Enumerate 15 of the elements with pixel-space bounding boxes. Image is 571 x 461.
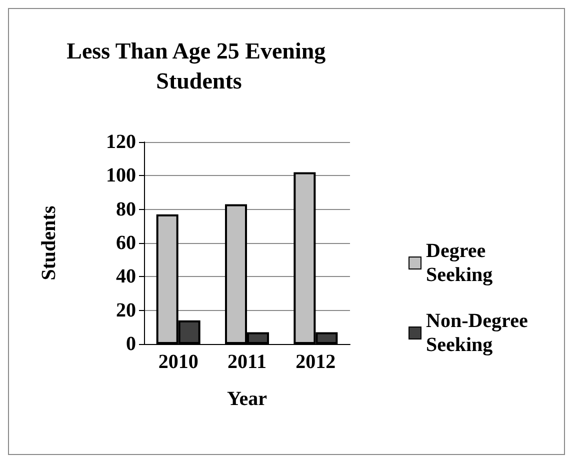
- y-tick-label: 120: [106, 131, 136, 153]
- x-tick-label: 2012: [296, 351, 336, 373]
- x-tick-label: 2010: [158, 351, 198, 373]
- y-tick-label: 0: [126, 333, 136, 355]
- y-tick-label: 40: [116, 266, 136, 288]
- y-axis-title: Students: [38, 206, 60, 280]
- y-tick-label: 20: [116, 299, 136, 322]
- y-tick-label: 60: [116, 232, 136, 254]
- x-tick-label: 2011: [228, 351, 266, 373]
- chart-title: Less Than Age 25 Evening Students: [66, 38, 332, 94]
- legend-label: Degree Seeking: [426, 240, 493, 286]
- y-tick-label: 80: [116, 198, 136, 220]
- legend-label: Non-Degree Seeking: [426, 310, 533, 356]
- y-tick-label: 100: [106, 164, 136, 187]
- x-axis-title: Year: [227, 388, 268, 410]
